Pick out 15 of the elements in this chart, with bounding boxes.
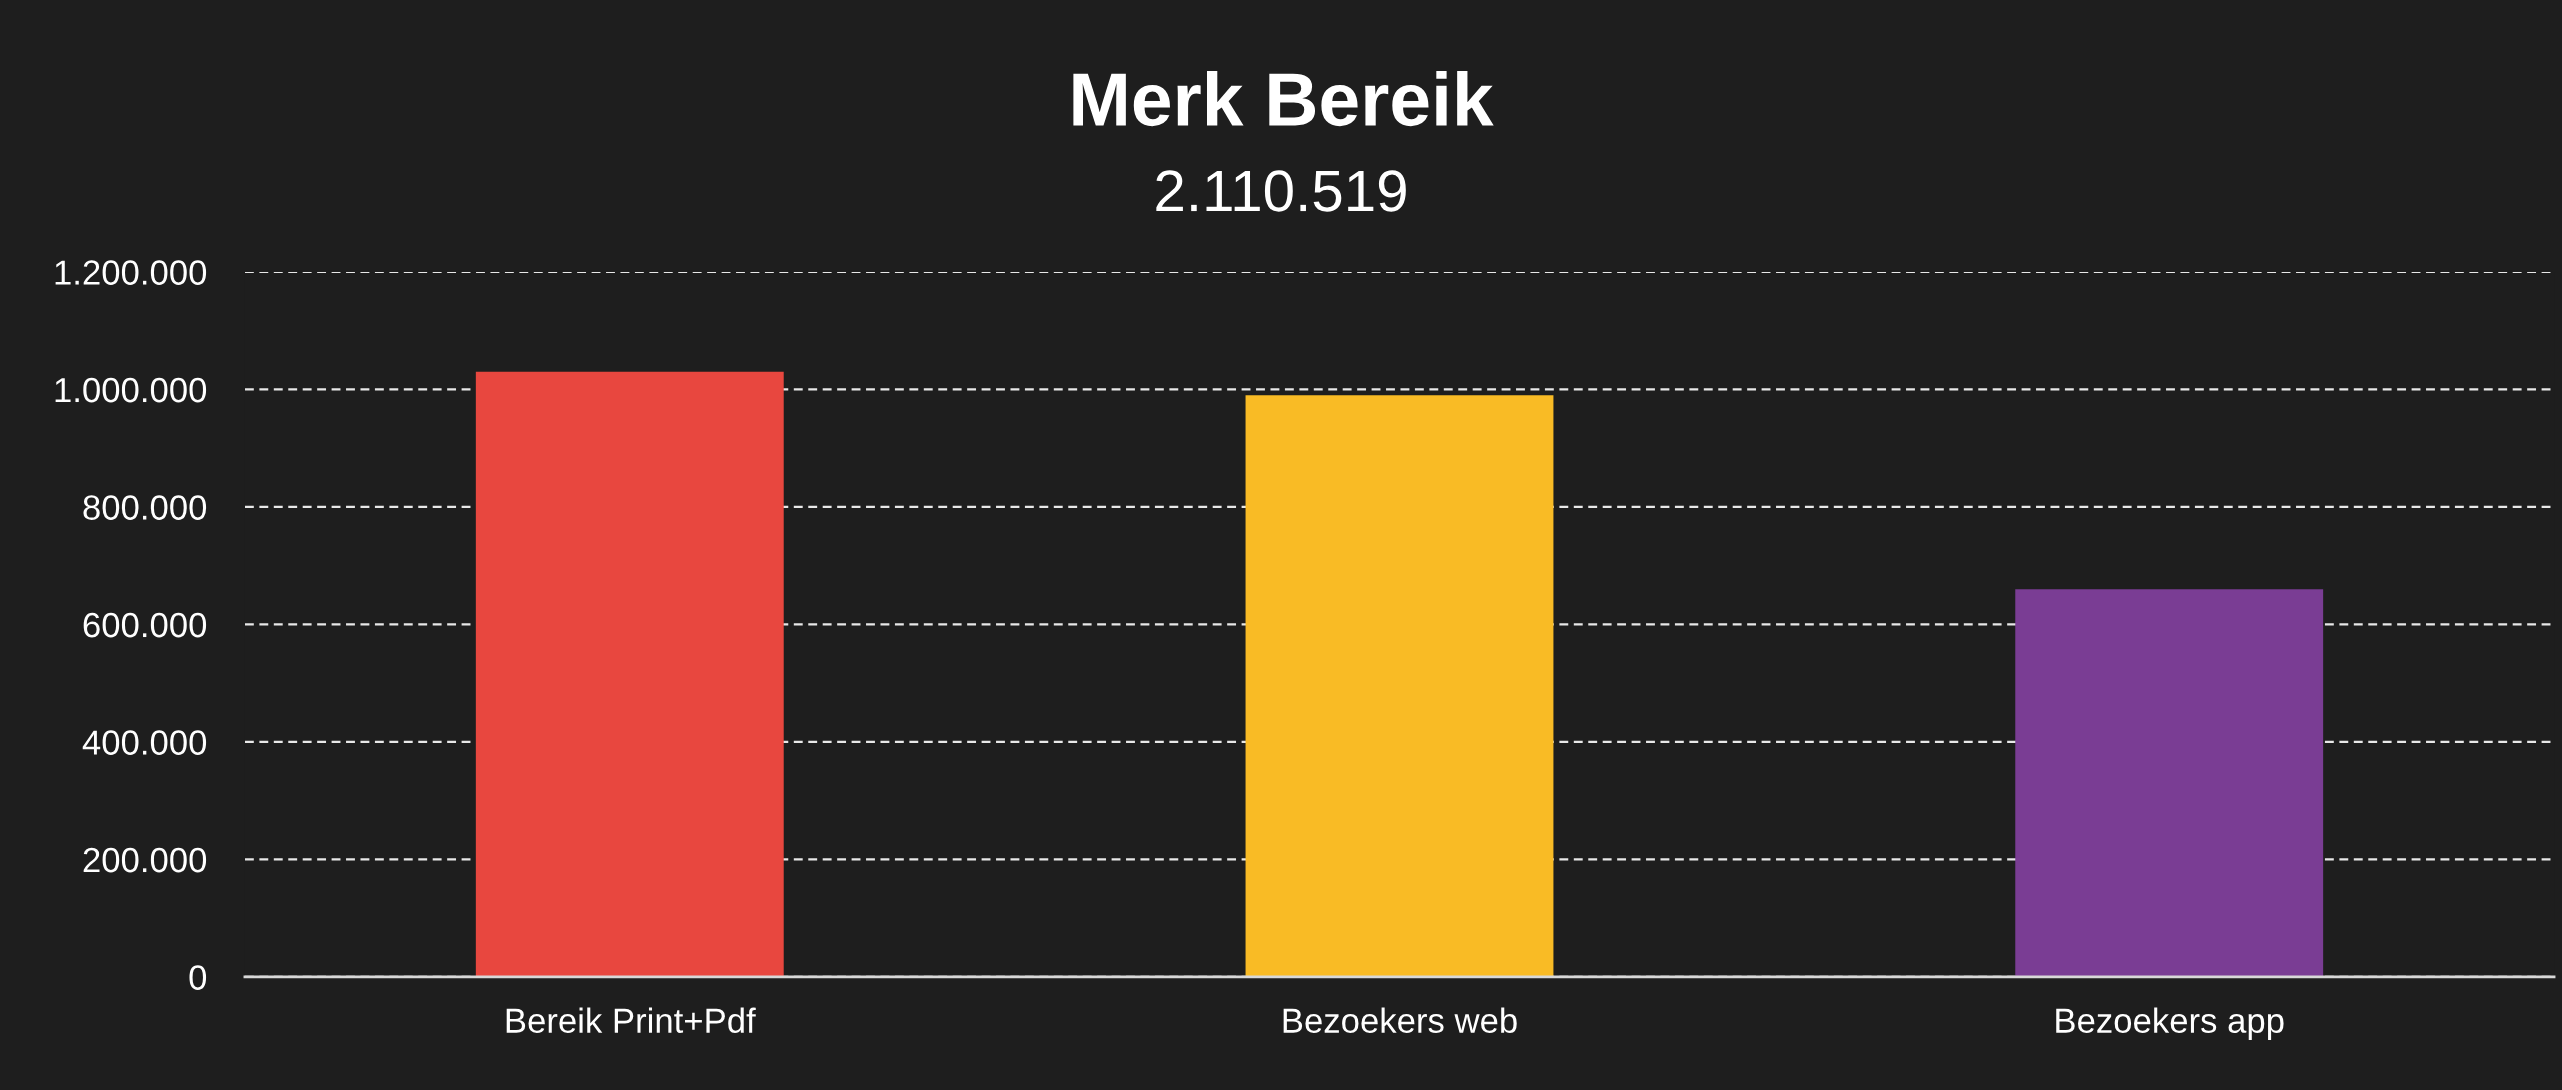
chart-title: Merk Bereik: [1073, 71, 1494, 127]
chart-subtitle: 2.110.519: [1156, 170, 1406, 212]
y-tick-label: 800.000: [83, 495, 207, 520]
y-tick-label: 0: [189, 965, 207, 990]
y-tick-label: 1.000.000: [55, 377, 207, 403]
x-tick-label: Bereik Print+Pdf: [506, 1007, 756, 1034]
x-tick-label: Bezoekers app: [2056, 1007, 2284, 1040]
y-tick-label: 200.000: [83, 847, 207, 873]
y-tick-label: 1.200.000: [55, 260, 207, 285]
y-tick-label: 600.000: [83, 612, 207, 638]
bar: [2015, 589, 2324, 977]
y-tick-label: 400.000: [82, 730, 207, 755]
bar: [1245, 395, 1554, 977]
bar: [475, 371, 784, 977]
x-tick-label: Bezoekers web: [1283, 1007, 1517, 1034]
